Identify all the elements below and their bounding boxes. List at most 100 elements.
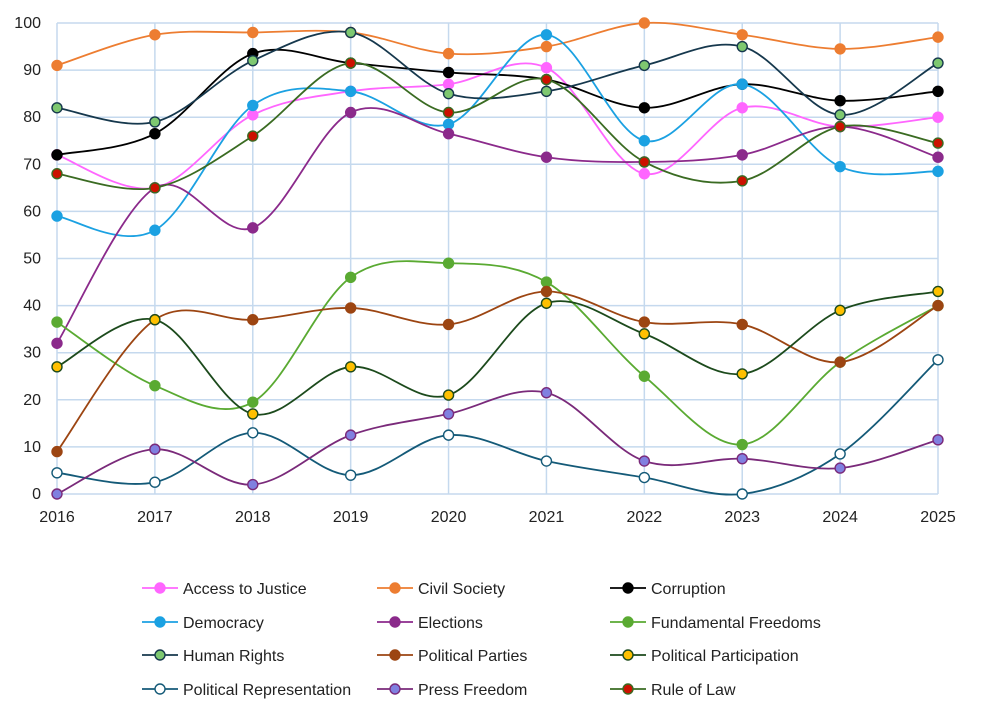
data-point-human-rights [736, 40, 748, 53]
data-point-human-rights [932, 57, 944, 69]
legend-marker [622, 616, 634, 628]
legend-marker [154, 582, 166, 594]
data-point-human-rights [247, 54, 259, 67]
y-tick-label: 40 [23, 298, 41, 315]
data-point-political-participation [540, 297, 553, 309]
y-tick-label: 70 [23, 156, 41, 173]
legend-marker [622, 649, 634, 661]
x-tick-label: 2016 [39, 509, 75, 526]
x-tick-label: 2021 [529, 509, 565, 526]
data-point-political-participation [736, 368, 748, 380]
data-point-political-participation [247, 408, 259, 420]
data-point-press-freedom [442, 408, 455, 420]
legend-label: Democracy [183, 615, 264, 632]
legend-marker [154, 683, 166, 695]
data-point-democracy [344, 85, 357, 97]
data-point-political-participation [834, 304, 846, 317]
data-point-elections [51, 337, 63, 349]
data-point-access-to-justice [638, 168, 651, 180]
series-political-participation [51, 285, 944, 420]
data-point-civil-society [247, 26, 259, 39]
x-tick-label: 2025 [920, 509, 956, 526]
data-point-political-representation [442, 429, 455, 441]
data-point-political-participation [344, 361, 357, 373]
y-tick-label: 10 [23, 439, 41, 456]
series-human-rights [51, 26, 944, 128]
data-point-access-to-justice [932, 111, 944, 123]
data-point-rule-of-law [442, 106, 455, 119]
data-point-political-representation [247, 427, 259, 439]
data-point-press-freedom [344, 429, 357, 441]
data-point-fundamental-freedoms [638, 370, 651, 382]
data-point-political-participation [442, 389, 455, 401]
data-point-corruption [638, 102, 651, 114]
data-point-political-participation [51, 361, 63, 373]
data-point-access-to-justice [736, 102, 748, 114]
legend-item-fundamental-freedoms: Fundamental Freedoms [610, 615, 821, 632]
data-point-rule-of-law [149, 182, 161, 194]
legend-label: Access to Justice [183, 581, 307, 598]
data-point-press-freedom [638, 455, 651, 467]
data-point-elections [344, 106, 357, 119]
data-point-access-to-justice [540, 62, 553, 74]
legend-item-political-representation: Political Representation [142, 682, 351, 699]
data-point-political-participation [932, 285, 944, 298]
data-point-corruption [932, 85, 944, 97]
legend-label: Civil Society [418, 581, 505, 598]
series-line-press-freedom [56, 390, 939, 495]
y-tick-label: 0 [32, 486, 41, 503]
data-point-civil-society [149, 29, 161, 41]
series-democracy [51, 29, 944, 237]
x-tick-label: 2020 [431, 509, 467, 526]
y-tick-label: 30 [23, 345, 41, 362]
series-line-fundamental-freedoms [56, 260, 939, 446]
data-point-democracy [247, 99, 259, 112]
series-line-democracy [56, 33, 939, 237]
series-political-parties [51, 285, 944, 458]
data-point-elections [540, 151, 553, 163]
data-point-human-rights [344, 26, 357, 39]
x-tick-label: 2024 [822, 509, 858, 526]
data-point-corruption [834, 95, 846, 107]
series-line-political-representation [56, 359, 939, 496]
data-point-rule-of-law [51, 168, 63, 180]
data-point-political-participation [638, 328, 651, 340]
axes: 0 10 20 30 40 50 60 70 80 90 100 2016 2017 2018 2019 20… [14, 15, 956, 526]
data-point-political-parties [540, 285, 553, 298]
data-point-civil-society [540, 40, 553, 53]
data-point-corruption [149, 127, 161, 140]
series-rule-of-law [51, 57, 944, 194]
data-point-democracy [149, 224, 161, 236]
data-point-fundamental-freedoms [442, 257, 455, 269]
data-point-fundamental-freedoms [540, 276, 553, 288]
data-point-elections [932, 151, 944, 163]
legend-marker [154, 649, 166, 661]
data-point-civil-society [834, 43, 846, 55]
y-tick-label: 50 [23, 251, 41, 268]
legend-marker [154, 616, 166, 628]
data-point-fundamental-freedoms [736, 438, 748, 451]
legend-label: Political Participation [651, 648, 799, 665]
data-point-human-rights [540, 85, 553, 97]
data-point-civil-society [932, 31, 944, 43]
data-point-rule-of-law [932, 137, 944, 149]
series-line-rule-of-law [56, 62, 939, 191]
data-point-political-representation [149, 476, 161, 488]
data-point-fundamental-freedoms [247, 396, 259, 408]
legend-item-human-rights: Human Rights [142, 648, 284, 665]
legend-label: Elections [418, 615, 483, 632]
x-tick-label: 2022 [627, 509, 663, 526]
data-point-democracy [736, 78, 748, 90]
data-point-civil-society [736, 29, 748, 41]
series-political-representation [51, 354, 944, 500]
series-line-political-parties [56, 290, 939, 453]
data-point-political-parties [736, 318, 748, 331]
data-point-political-parties [932, 299, 944, 312]
y-tick-label: 100 [14, 15, 41, 32]
legend-item-elections: Elections [377, 615, 483, 632]
legend-label: Political Parties [418, 648, 527, 665]
data-point-democracy [540, 29, 553, 41]
x-tick-label: 2017 [137, 509, 173, 526]
data-point-political-representation [932, 354, 944, 366]
data-point-political-parties [51, 445, 63, 458]
